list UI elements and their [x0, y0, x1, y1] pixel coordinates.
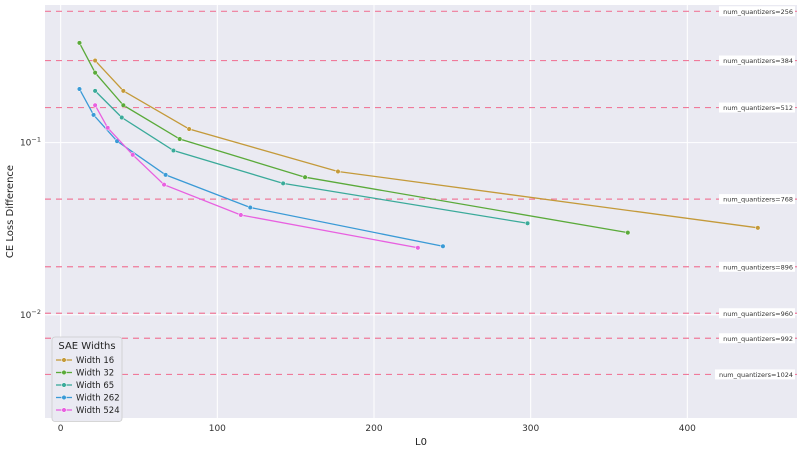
data-point: [92, 70, 98, 76]
reference-label: num_quantizers=384: [723, 57, 793, 65]
data-point: [186, 126, 192, 132]
reference-label: num_quantizers=512: [723, 104, 793, 112]
reference-label-box: [719, 308, 795, 319]
data-point: [302, 174, 308, 180]
legend-title: SAE Widths: [58, 341, 115, 352]
data-point: [280, 180, 286, 186]
data-point: [247, 204, 253, 211]
x-tick-label: 100: [209, 424, 226, 434]
series: [92, 88, 531, 226]
data-point: [120, 88, 126, 94]
legend-label: Width 16: [76, 356, 114, 366]
data-point: [161, 182, 167, 188]
x-tick-label: 0: [58, 424, 64, 434]
x-tick-label: 200: [365, 424, 382, 434]
legend-marker: [61, 369, 67, 376]
series: [76, 86, 446, 249]
x-axis-label: L0: [415, 437, 427, 448]
legend-item: Width 32: [56, 369, 114, 379]
reference-lines: num_quantizers=256 num_quantizers=384 num_…: [45, 6, 797, 380]
reference-label-box: [719, 194, 795, 205]
series-line: [78, 42, 628, 234]
data-point: [238, 212, 244, 218]
y-tick-label: 10−1: [20, 136, 41, 149]
legend-marker: [61, 357, 67, 363]
legend-label: Width 32: [76, 369, 114, 379]
data-point: [163, 172, 169, 178]
legend-marker: [61, 407, 67, 413]
reference-label-box: [719, 55, 795, 66]
legend-box: [51, 336, 123, 422]
data-point: [92, 88, 98, 94]
legend-item: Width 65: [56, 381, 114, 391]
legend-items: Width 16 Width 32 Width 65 Width 262 Width 5…: [56, 356, 120, 416]
data-point: [440, 243, 446, 249]
x-tick-label: 300: [522, 424, 539, 434]
data-point: [92, 102, 98, 108]
legend-marker: [61, 382, 67, 388]
reference-label-box: [719, 333, 795, 344]
legend-item: Width 262: [56, 394, 120, 404]
reference-label-box: [715, 369, 795, 380]
data-point: [177, 136, 183, 142]
data-point: [335, 168, 341, 175]
series-lines: [76, 40, 761, 251]
reference-label: num_quantizers=960: [723, 310, 793, 318]
data-point: [76, 40, 83, 46]
data-point: [105, 125, 111, 131]
reference-label: num_quantizers=256: [723, 8, 793, 16]
reference-label-box: [719, 261, 795, 272]
legend-label: Width 65: [76, 381, 114, 391]
series: [92, 58, 761, 231]
reference-label: num_quantizers=1024: [719, 371, 793, 379]
data-point: [415, 245, 421, 251]
legend-item: Width 524: [56, 406, 120, 416]
data-point: [130, 152, 136, 158]
axis-ticks: 0 100 200 300 400 10−2 10−1: [20, 136, 696, 434]
data-point: [119, 114, 125, 121]
y-tick-label: 10−2: [20, 308, 41, 321]
reference-label-box: [719, 102, 795, 113]
legend-item: Width 16: [56, 356, 114, 366]
reference-label: num_quantizers=896: [723, 263, 793, 271]
data-point: [76, 86, 83, 92]
legend-label: Width 262: [76, 394, 120, 404]
data-point: [755, 225, 761, 231]
reference-label: num_quantizers=768: [723, 196, 793, 204]
series-line: [94, 104, 418, 249]
x-tick-label: 400: [679, 424, 696, 434]
data-point: [524, 220, 531, 226]
data-point: [120, 102, 126, 108]
legend-label: Width 524: [76, 406, 120, 416]
data-point: [170, 147, 177, 154]
data-point: [91, 112, 97, 118]
grid: [45, 5, 797, 418]
series: [76, 40, 631, 236]
series-line: [78, 88, 444, 247]
reference-label: num_quantizers=992: [723, 335, 793, 343]
data-point: [92, 58, 98, 64]
reference-label-box: [719, 6, 795, 17]
plot-background: [45, 5, 797, 418]
legend-marker: [61, 394, 67, 401]
y-axis-label: CE Loss Difference: [5, 165, 16, 258]
series: [92, 102, 421, 251]
data-point: [625, 230, 631, 236]
